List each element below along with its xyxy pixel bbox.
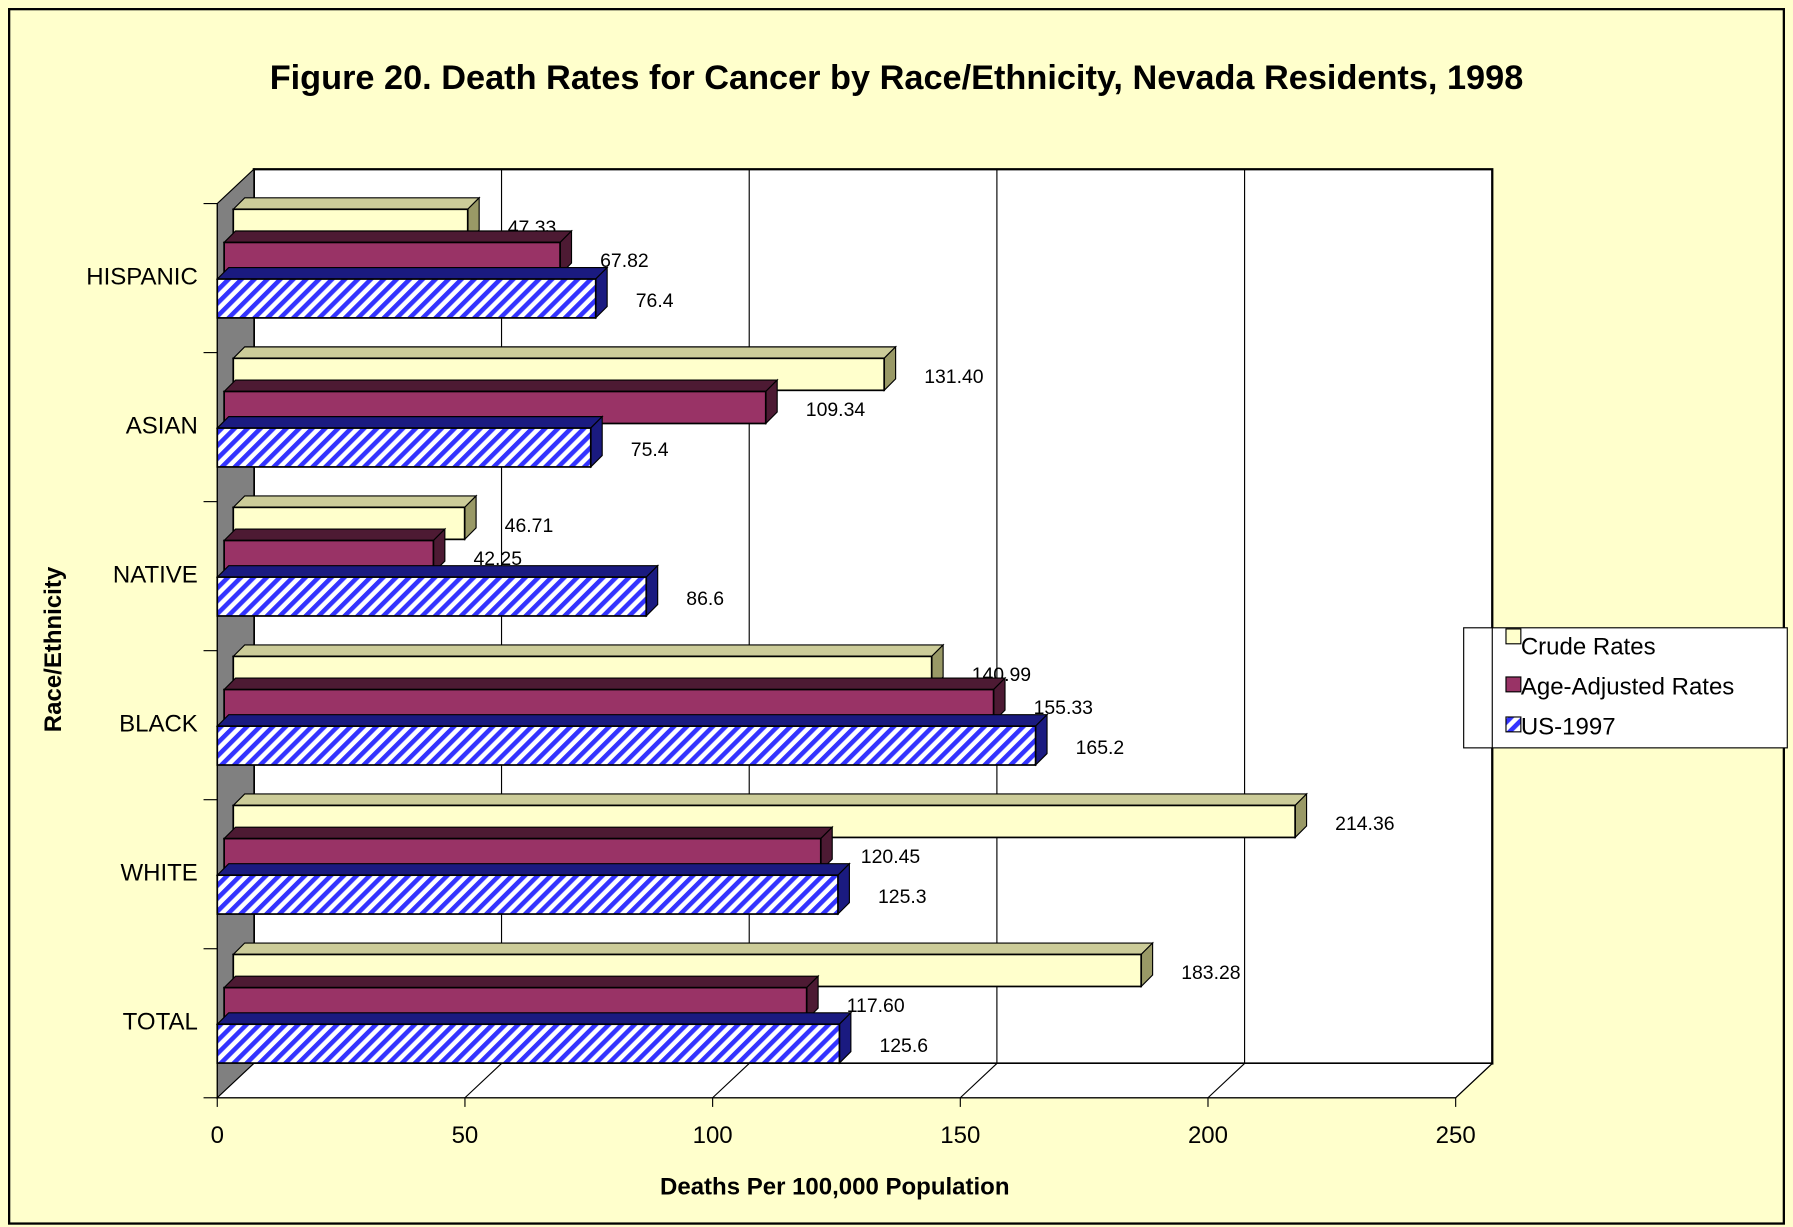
bar-top: [215, 1012, 853, 1025]
value-label: 76.4: [636, 290, 674, 312]
bar-top: [231, 495, 478, 508]
bar-top: [215, 267, 609, 280]
value-label: 109.34: [806, 399, 866, 421]
grid-line: [464, 1063, 502, 1099]
value-label: 117.60: [847, 995, 905, 1017]
y-tick-label: ASIAN: [126, 412, 198, 439]
bar: [216, 278, 597, 319]
bar-top: [222, 230, 573, 244]
x-tick-label: 250: [1436, 1122, 1476, 1149]
value-label: 46.71: [505, 515, 554, 537]
bar-top: [215, 416, 604, 429]
bar-top: [231, 793, 1308, 806]
value-label: 86.6: [686, 588, 724, 610]
bar-top: [222, 975, 820, 989]
bar-top: [215, 714, 1049, 727]
floor: [215, 1062, 1494, 1099]
value-label: 214.36: [1335, 813, 1394, 835]
bar-top: [222, 379, 779, 393]
bar-top: [222, 528, 447, 542]
legend-swatch: [1505, 716, 1522, 733]
y-tick-label: TOTAL: [123, 1009, 198, 1036]
bar-top: [231, 942, 1154, 956]
bar: [216, 1023, 841, 1064]
x-tick-label: 200: [1188, 1122, 1228, 1149]
y-tick-label: BLACK: [119, 711, 198, 738]
bar: [216, 427, 592, 468]
value-label: 155.33: [1034, 697, 1093, 719]
bar: [216, 725, 1037, 766]
bar-top: [231, 197, 481, 210]
legend-swatch: [1505, 676, 1522, 693]
value-label: 131.40: [924, 366, 984, 388]
y-tick-label: NATIVE: [113, 561, 198, 588]
value-label: 125.6: [879, 1035, 928, 1057]
value-label: 183.28: [1181, 962, 1240, 984]
value-label: 165.2: [1076, 737, 1125, 759]
bar: [216, 576, 648, 617]
x-tick-label: 0: [211, 1122, 224, 1149]
grid-line: [959, 1063, 998, 1099]
grid-line: [1455, 1063, 1493, 1099]
value-label: 42.25: [473, 548, 522, 570]
y-tick-label: WHITE: [120, 860, 197, 887]
legend-label: Age-Adjusted Rates: [1521, 674, 1734, 701]
legend-label: US-1997: [1521, 714, 1616, 741]
value-label: 67.82: [600, 250, 649, 272]
grid-line: [1207, 1063, 1245, 1099]
bar-top: [222, 677, 1007, 691]
y-axis-label: Race/Ethnicity: [40, 566, 67, 732]
bar-top: [215, 863, 851, 876]
y-tick-label: HISPANIC: [86, 263, 198, 290]
bar-top: [215, 565, 660, 578]
value-label: 120.45: [861, 846, 920, 868]
bar-top: [231, 346, 897, 359]
bar-top: [231, 644, 945, 657]
chart-title: Figure 20. Death Rates for Cancer by Rac…: [270, 59, 1524, 97]
legend-swatch: [1505, 628, 1522, 645]
bar: [216, 874, 839, 915]
x-tick-label: 150: [940, 1122, 980, 1149]
value-label: 75.4: [631, 439, 669, 461]
x-axis-label: Deaths Per 100,000 Population: [660, 1173, 1009, 1200]
legend-label: Crude Rates: [1521, 634, 1656, 661]
x-tick-label: 100: [693, 1122, 733, 1149]
x-tick-label: 50: [452, 1122, 479, 1149]
bar-top: [222, 826, 834, 840]
value-label: 125.3: [878, 886, 927, 908]
grid-line: [712, 1063, 750, 1099]
